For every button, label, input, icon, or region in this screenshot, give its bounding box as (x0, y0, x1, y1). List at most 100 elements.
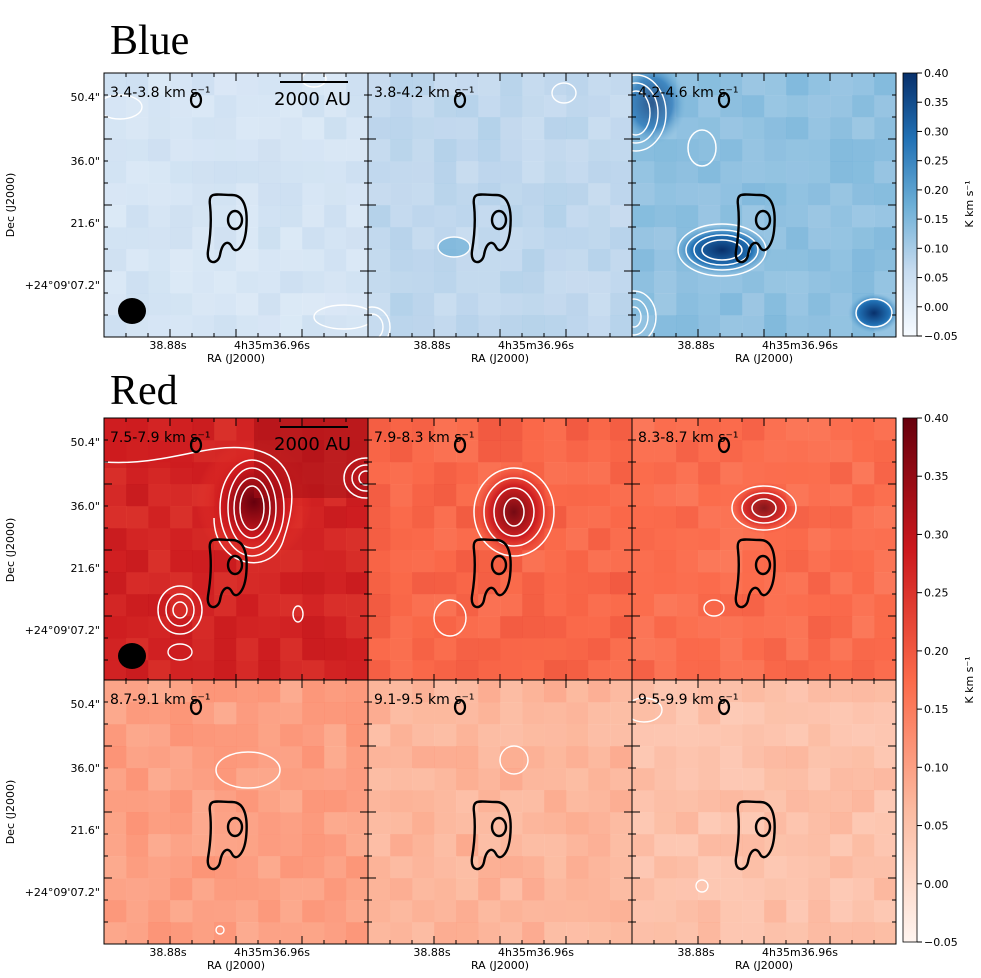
blue-colorbar-label: K km s⁻¹ (963, 180, 976, 227)
protostar-contour-outer (734, 538, 776, 609)
protostar-contour-inner (490, 816, 508, 838)
panels-group: 3.4-3.8 km s⁻¹ 2000 AU 50.4" 36.0" 21.6" +24°… (4, 72, 897, 972)
red-colorbar-label: K km s⁻¹ (963, 656, 976, 703)
panel-velocity-label: 3.4-3.8 km s⁻¹ (110, 85, 211, 101)
emission-blob (632, 73, 686, 145)
beam-ellipse (118, 643, 146, 669)
ra-tick-label: 4h35m36.96s (762, 339, 838, 352)
dec-tick-label: 50.4" (70, 91, 100, 104)
dec-tick-label: +24°09'07.2" (25, 279, 100, 292)
ra-axis-label: RA (J2000) (471, 959, 529, 972)
colorbar-tick-label: 0.40 (924, 412, 949, 425)
companion-contour (453, 91, 467, 109)
colorbar-tick-label: 0.25 (924, 587, 949, 600)
colorbar-tick-label: 0.35 (924, 470, 949, 483)
companion-contour (189, 436, 203, 454)
panel-ticks (104, 680, 368, 944)
ra-tick-label: 4h35m36.96s (498, 946, 574, 959)
protostar-contour-inner (226, 816, 244, 838)
panel-ticks (632, 680, 896, 944)
dec-tick-label: 36.0" (70, 762, 100, 775)
panel-ticks (632, 73, 896, 337)
protostar-contour-outer (206, 538, 248, 609)
colorbar-tick-label: 0.00 (924, 301, 949, 314)
ra-tick-label: 4h35m36.96s (498, 339, 574, 352)
companion-contour (453, 698, 467, 716)
dec-axis-label: Dec (J2000) (4, 173, 17, 238)
protostar-contour-outer (470, 538, 512, 609)
dec-tick-label: 36.0" (70, 155, 100, 168)
protostar-contour-outer (470, 800, 512, 871)
colorbar-tick-label: 0.00 (924, 878, 949, 891)
colorbar-tick-label: −0.05 (924, 936, 958, 949)
ra-tick-label: 4h35m36.96s (234, 339, 310, 352)
ra-axis-label: RA (J2000) (735, 959, 793, 972)
companion-contour (453, 436, 467, 454)
dec-tick-label: 21.6" (70, 217, 100, 230)
colorbar-tick-label: 0.05 (924, 820, 949, 833)
panel-velocity-label: 3.8-4.2 km s⁻¹ (374, 85, 475, 101)
ra-tick-label: 38.88s (413, 946, 450, 959)
blue-section-title: Blue (110, 18, 189, 64)
companion-contour (717, 91, 731, 109)
red-panel-2: 7.9-8.3 km s⁻¹ (367, 417, 633, 683)
dec-axis-label: Dec (J2000) (4, 780, 17, 845)
dec-tick-label: +24°09'07.2" (25, 886, 100, 899)
red-colorbar-bar (902, 417, 918, 943)
ra-tick-label: 4h35m36.96s (234, 946, 310, 959)
blue-colorbar: 0.40 0.35 0.30 0.25 0.20 0.15 0.10 0.05 0.00 −0.0… (902, 67, 976, 343)
blue-colorbar-bar (902, 72, 918, 337)
panel-velocity-label: 7.9-8.3 km s⁻¹ (374, 430, 475, 446)
dec-tick-label: +24°09'07.2" (25, 624, 100, 637)
panel-ticks (368, 680, 632, 944)
companion-contour (189, 698, 203, 716)
beam-ellipse (118, 298, 146, 324)
colorbar-tick-label: 0.30 (924, 125, 949, 138)
red-section-title: Red (110, 368, 178, 414)
emission-blob (672, 224, 772, 276)
panel-velocity-label: 9.1-9.5 km s⁻¹ (374, 692, 475, 708)
blue-panel-1: 3.4-3.8 km s⁻¹ 2000 AU 50.4" 36.0" 21.6" +24°… (4, 72, 369, 365)
protostar-contour-inner (754, 209, 772, 231)
ra-axis-label: RA (J2000) (207, 959, 265, 972)
ra-tick-label: 38.88s (413, 339, 450, 352)
panel-velocity-label: 4.2-4.6 km s⁻¹ (638, 85, 739, 101)
protostar-contour-inner (226, 209, 244, 231)
dec-tick-label: 50.4" (70, 698, 100, 711)
colorbar-tick-label: 0.30 (924, 528, 949, 541)
ra-tick-label: 38.88s (677, 339, 714, 352)
ra-axis-label: RA (J2000) (735, 352, 793, 365)
ra-tick-label: 38.88s (149, 339, 186, 352)
red-panel-4: 8.7-9.1 km s⁻¹ 50.4" 36.0" 21.6" +24°09'07.2… (4, 679, 369, 972)
ra-tick-label: 4h35m36.96s (762, 946, 838, 959)
panel-velocity-label: 8.3-8.7 km s⁻¹ (638, 430, 739, 446)
dec-tick-label: 36.0" (70, 500, 100, 513)
panel-ticks (368, 73, 632, 337)
red-panel-3: 8.3-8.7 km s⁻¹ (631, 417, 897, 683)
emission-blob (730, 482, 798, 534)
protostar-contour-outer (206, 800, 248, 871)
ra-tick-label: 38.88s (677, 946, 714, 959)
scale-bar-label: 2000 AU (274, 434, 351, 455)
protostar-contour-inner (490, 554, 508, 576)
ra-tick-label: 38.88s (149, 946, 186, 959)
protostar-contour-outer (734, 800, 776, 871)
emission-blob (848, 293, 896, 333)
dec-tick-label: 50.4" (70, 436, 100, 449)
colorbar-tick-label: −0.05 (924, 330, 958, 343)
protostar-contour-inner (226, 554, 244, 576)
colorbar-tick-label: 0.25 (924, 155, 949, 168)
protostar-contour-outer (734, 193, 776, 264)
protostar-contour-outer (206, 193, 248, 264)
colorbar-tick-label: 0.15 (924, 213, 949, 226)
colorbar-tick-label: 0.40 (924, 67, 949, 80)
colorbar-tick-label: 0.05 (924, 272, 949, 285)
companion-contour (717, 436, 731, 454)
panel-velocity-label: 7.5-7.9 km s⁻¹ (110, 430, 211, 446)
colorbar-tick-label: 0.15 (924, 703, 949, 716)
